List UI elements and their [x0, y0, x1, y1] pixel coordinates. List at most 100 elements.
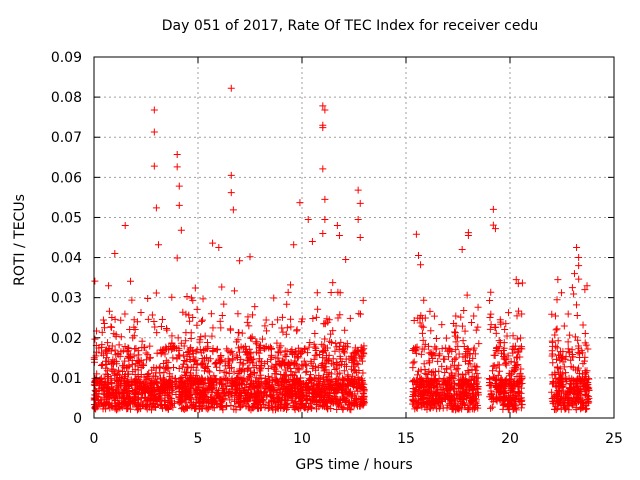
data-point [575, 275, 583, 283]
data-point [579, 399, 587, 407]
data-point [168, 346, 176, 354]
data-point [229, 356, 237, 364]
data-point [250, 355, 258, 363]
data-point [288, 396, 296, 404]
data-point [245, 386, 253, 394]
data-point [349, 391, 357, 399]
data-point [91, 386, 99, 394]
data-point [464, 366, 472, 374]
data-point [216, 376, 224, 384]
data-point [179, 379, 187, 387]
data-point [582, 341, 590, 349]
data-point [294, 344, 302, 352]
data-point [191, 284, 199, 292]
data-point [303, 396, 311, 404]
data-point [100, 324, 108, 332]
data-point [314, 364, 322, 372]
data-point [274, 316, 282, 324]
data-point [327, 330, 335, 338]
data-point [422, 377, 430, 385]
data-point [332, 395, 340, 403]
data-point [360, 350, 368, 358]
data-point [574, 366, 582, 374]
data-point [232, 377, 240, 385]
data-point [345, 388, 353, 396]
data-point [117, 333, 125, 341]
data-point [564, 397, 572, 405]
data-point [562, 369, 570, 377]
data-point [452, 346, 460, 354]
data-point [126, 395, 134, 403]
data-point [103, 346, 111, 354]
data-point [278, 324, 286, 332]
data-point [432, 345, 440, 353]
data-point [438, 345, 446, 353]
data-point [207, 310, 215, 318]
data-point [504, 352, 512, 360]
data-point [495, 343, 503, 351]
data-point [252, 338, 260, 346]
data-point [487, 310, 495, 318]
data-point [179, 404, 187, 412]
data-point [564, 310, 572, 318]
data-point [163, 345, 171, 353]
data-point [558, 389, 566, 397]
data-point [549, 379, 557, 387]
data-point [558, 354, 566, 362]
data-point [468, 385, 476, 393]
data-point [573, 244, 581, 252]
data-point [333, 360, 341, 368]
data-point [307, 359, 315, 367]
data-point [452, 366, 460, 374]
data-point [220, 300, 228, 308]
data-point [183, 388, 191, 396]
data-point [242, 402, 250, 410]
data-point [146, 381, 154, 389]
data-point [241, 392, 249, 400]
y-tick-label: 0.04 [51, 251, 82, 267]
data-point [270, 294, 278, 302]
data-point [259, 380, 267, 388]
data-point [100, 390, 108, 398]
data-point [475, 340, 483, 348]
data-point [413, 378, 421, 386]
data-point [115, 366, 123, 374]
data-point [422, 386, 430, 394]
data-point [139, 362, 147, 370]
data-point [455, 350, 463, 358]
data-point [247, 350, 255, 358]
data-point [202, 345, 210, 353]
data-point [185, 375, 193, 383]
data-point [108, 314, 116, 322]
data-point [463, 345, 471, 353]
data-point [471, 362, 479, 370]
data-point [473, 370, 481, 378]
data-point [572, 404, 580, 412]
data-point [517, 397, 525, 405]
data-point [312, 344, 320, 352]
data-point [234, 344, 242, 352]
data-point [217, 380, 225, 388]
data-point [130, 389, 138, 397]
data-point [198, 316, 206, 324]
data-point [554, 376, 562, 384]
data-point [294, 364, 302, 372]
data-point [290, 241, 298, 249]
data-point [466, 357, 474, 365]
data-point [463, 291, 471, 299]
data-point [204, 382, 212, 390]
data-point [283, 405, 291, 413]
y-tick-label: 0.06 [51, 170, 82, 186]
data-point [243, 376, 251, 384]
data-point [583, 396, 591, 404]
data-point [254, 395, 262, 403]
data-point [163, 364, 171, 372]
data-point [575, 262, 583, 270]
data-point [114, 405, 122, 413]
data-point [548, 388, 556, 396]
data-point [212, 397, 220, 405]
data-points [90, 84, 593, 414]
data-point [159, 374, 167, 382]
data-point [335, 231, 343, 239]
data-point [192, 356, 200, 364]
